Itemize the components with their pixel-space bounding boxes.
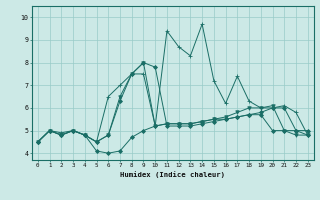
X-axis label: Humidex (Indice chaleur): Humidex (Indice chaleur) bbox=[120, 171, 225, 178]
